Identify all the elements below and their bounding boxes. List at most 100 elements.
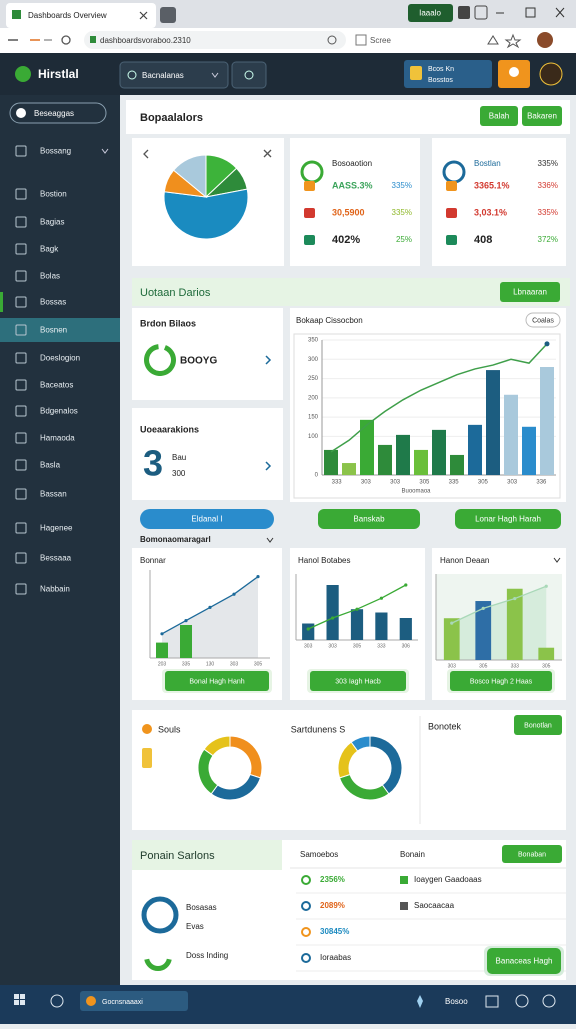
donut-segment <box>350 735 371 752</box>
x-tick-label: 303 <box>230 661 239 667</box>
sidebar-item[interactable]: Bosnen <box>40 326 67 335</box>
bar <box>538 647 555 660</box>
stat-change: 25% <box>396 235 412 244</box>
button[interactable] <box>231 61 267 89</box>
chevron <box>211 72 219 78</box>
bar <box>522 426 536 475</box>
profile-pill <box>408 4 453 22</box>
x-tick-label: 333 <box>377 643 386 649</box>
sidebar-item[interactable]: Doeslogion <box>40 354 80 363</box>
label: Brdon Bilaos <box>140 318 196 328</box>
label: Evas <box>186 922 204 931</box>
button-label: Lonar Hagh Harah <box>475 515 541 524</box>
sidebar-item[interactable]: Baceatos <box>40 381 73 390</box>
sidebar-item[interactable]: Bolas <box>40 272 60 281</box>
indicator <box>0 292 3 312</box>
label: Scree <box>370 36 391 45</box>
icon <box>542 994 556 1008</box>
x-tick-label: 336 <box>536 480 547 486</box>
logo <box>15 66 31 82</box>
button[interactable] <box>522 106 562 126</box>
label: Iaaalo <box>419 9 441 18</box>
line <box>263 149 272 158</box>
button[interactable] <box>450 671 552 691</box>
sidebar-item[interactable]: Bossas <box>40 298 66 307</box>
label: Bonain <box>400 850 425 859</box>
button[interactable] <box>455 509 561 529</box>
sidebar-item[interactable]: Bdgenalos <box>40 407 78 416</box>
trend-line <box>330 343 548 453</box>
sidebar-item[interactable]: Bagias <box>40 218 64 227</box>
button[interactable] <box>165 671 269 691</box>
x-tick-label: 305 <box>419 480 430 486</box>
sidebar-item[interactable]: Basla <box>40 461 61 470</box>
sidebar-item[interactable]: Bassan <box>40 490 67 499</box>
icon <box>20 994 25 999</box>
icon <box>446 181 457 191</box>
icon <box>15 522 27 534</box>
icon <box>301 927 311 937</box>
icon <box>515 994 529 1008</box>
sidebar-item[interactable]: Bessaaa <box>40 554 72 563</box>
label: Samoebos <box>300 850 338 859</box>
label: Uoeaarakions <box>140 424 199 434</box>
y-tick-label: 150 <box>308 415 319 421</box>
stat-change: 335% <box>392 208 412 217</box>
icon <box>127 70 137 80</box>
icon <box>304 181 315 191</box>
sidebar-item[interactable]: Hamaoda <box>40 434 75 443</box>
chevron <box>265 355 272 365</box>
button[interactable] <box>525 312 561 328</box>
sidebar-item[interactable]: Bostion <box>40 190 67 199</box>
marker <box>513 596 517 601</box>
section-header <box>132 840 282 870</box>
button-label: Banskab <box>353 515 385 524</box>
bar <box>350 609 364 640</box>
sidebar-item[interactable]: Bagk <box>40 245 59 254</box>
bar <box>399 618 412 640</box>
bar <box>156 642 168 658</box>
bar <box>432 429 446 475</box>
label: Gocnsnaaaxi <box>102 999 143 1006</box>
button[interactable] <box>487 948 561 974</box>
bar <box>326 585 339 640</box>
chevron <box>266 537 274 543</box>
label: Bosstos <box>428 77 453 84</box>
label: Bomonaomaragarl <box>140 535 211 544</box>
button[interactable] <box>140 509 274 529</box>
taskbar-app[interactable] <box>80 991 188 1011</box>
donut-segment <box>203 735 231 757</box>
sidebar-item[interactable]: Bossang <box>40 147 71 156</box>
x-tick-label: 333 <box>511 663 520 669</box>
icon <box>15 379 27 391</box>
icon <box>142 748 152 768</box>
button-label: Coalas <box>532 317 554 324</box>
notice <box>404 60 492 88</box>
button[interactable] <box>502 845 562 863</box>
icon <box>15 583 27 595</box>
card <box>132 308 283 400</box>
icon <box>487 35 499 45</box>
button-label: 303 Iagh Hacb <box>335 678 381 685</box>
tab-icon <box>160 7 176 23</box>
x-tick-label: 203 <box>158 661 167 667</box>
stat-title: Bostlan <box>474 159 501 168</box>
button[interactable] <box>318 509 420 529</box>
stat-value: 3365.1% <box>474 180 510 190</box>
icon <box>301 953 311 963</box>
y-tick-label: 200 <box>308 395 319 401</box>
icon <box>15 488 27 500</box>
button[interactable] <box>500 282 560 302</box>
favicon <box>12 10 21 19</box>
sidebar-item[interactable]: Hagenee <box>40 524 73 533</box>
icon <box>474 5 488 20</box>
icon <box>525 7 536 18</box>
button[interactable] <box>310 671 406 691</box>
button[interactable] <box>514 715 562 735</box>
avatar <box>539 62 563 86</box>
button[interactable] <box>480 106 518 126</box>
sidebar-item[interactable]: Nabbain <box>40 585 70 594</box>
icon <box>410 66 422 80</box>
x-tick-label: 335 <box>449 480 460 486</box>
bar <box>342 463 356 475</box>
